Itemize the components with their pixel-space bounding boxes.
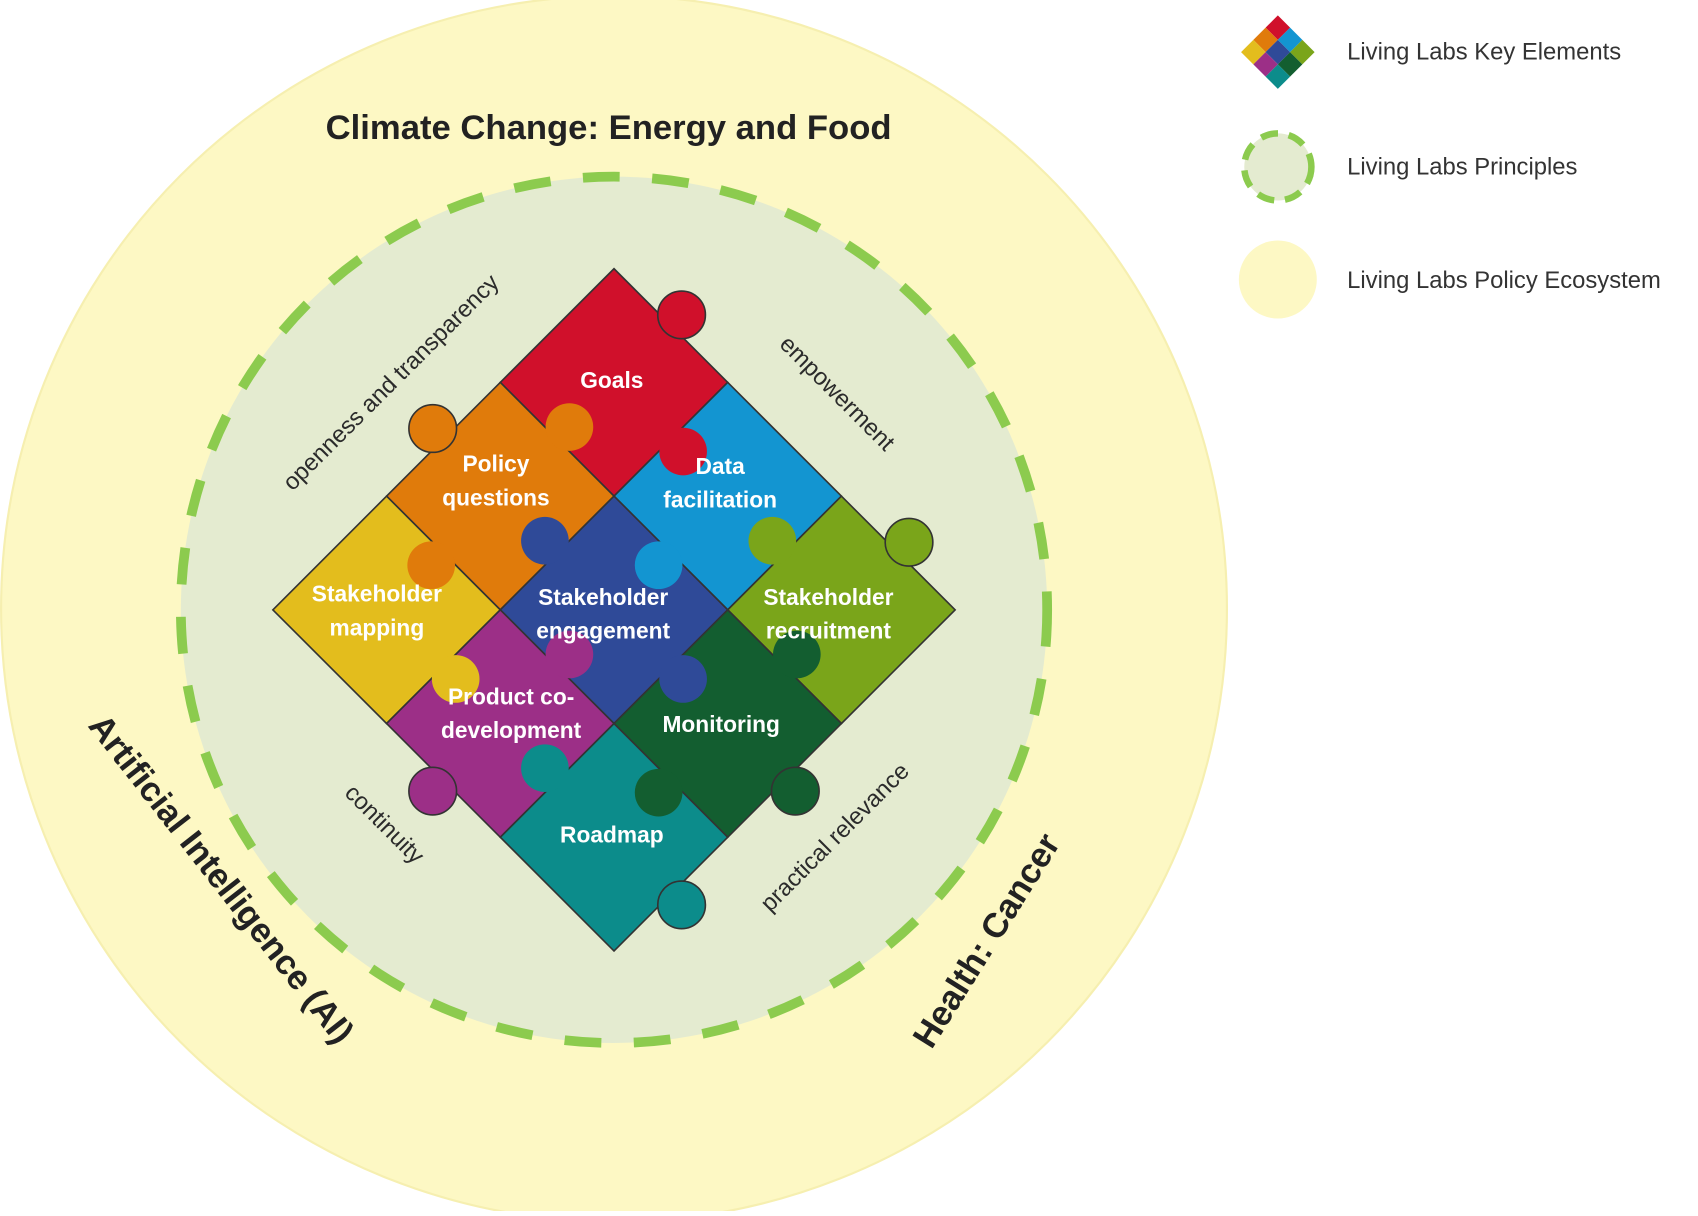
piece-label-line: recruitment [766, 618, 892, 644]
piece-label-line: Stakeholder [312, 581, 442, 607]
piece-label-line: development [441, 717, 582, 743]
piece-label-line: facilitation [663, 486, 777, 512]
piece-label-line: Stakeholder [763, 584, 893, 610]
piece-label: Monitoring [662, 711, 779, 737]
piece-label-line: Policy [462, 451, 529, 477]
theme-label: Climate Change: Energy and Food [326, 109, 892, 147]
piece-label: Roadmap [560, 822, 664, 848]
piece-label-line: mapping [329, 614, 424, 640]
piece-label: Goals [580, 367, 643, 393]
piece-label-line: Goals [580, 367, 643, 393]
page: { "ecosystem_themes": ["Climate Change: … [0, 0, 1698, 1211]
piece-label-line: Product co- [448, 684, 574, 710]
legend-label: Living Labs Principles [1347, 154, 1577, 181]
piece-label-line: Data [695, 453, 745, 479]
legend-label: Living Labs Policy Ecosystem [1347, 267, 1661, 294]
legend-label: Living Labs Key Elements [1347, 39, 1621, 66]
piece-label-line: engagement [536, 618, 670, 644]
legend-icon-elements [1241, 15, 1315, 89]
piece-label-line: questions [442, 484, 549, 510]
piece-label-line: Monitoring [662, 711, 779, 737]
legend-icon-ecosystem [1239, 241, 1317, 319]
piece-label-line: Stakeholder [538, 584, 668, 610]
piece-label-line: Roadmap [560, 822, 664, 848]
diagram: Goals Data facilitation Stakeholder recruitm… [0, 0, 1698, 1211]
legend-icon-principles [1244, 133, 1311, 200]
